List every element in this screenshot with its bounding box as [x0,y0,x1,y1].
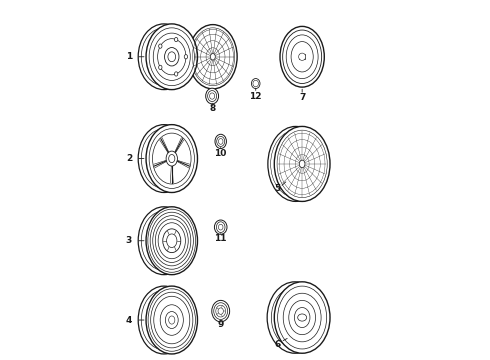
Ellipse shape [158,223,185,259]
Ellipse shape [267,282,323,353]
Ellipse shape [148,209,196,272]
Ellipse shape [138,286,190,354]
Ellipse shape [210,54,215,60]
Ellipse shape [210,93,215,99]
Ellipse shape [169,316,175,324]
Ellipse shape [271,287,318,348]
Ellipse shape [167,234,177,248]
Bar [299,54,305,59]
Ellipse shape [270,130,321,198]
Ellipse shape [283,293,321,342]
Ellipse shape [215,134,226,149]
Ellipse shape [160,305,183,335]
Ellipse shape [159,65,162,69]
Ellipse shape [251,78,260,89]
Text: 10: 10 [215,149,227,158]
Ellipse shape [298,53,306,60]
Ellipse shape [154,296,190,344]
Ellipse shape [141,28,187,86]
Text: 6: 6 [274,340,280,349]
Ellipse shape [149,28,195,86]
Ellipse shape [219,139,223,144]
Ellipse shape [283,30,321,84]
Ellipse shape [165,48,179,66]
Ellipse shape [155,219,188,262]
Ellipse shape [174,72,178,76]
Text: 12: 12 [249,91,262,100]
Ellipse shape [146,24,197,90]
Ellipse shape [146,286,197,354]
Text: 9: 9 [218,320,224,329]
Ellipse shape [191,28,235,86]
Ellipse shape [294,307,310,328]
Ellipse shape [153,33,190,80]
Ellipse shape [146,207,197,275]
Ellipse shape [169,154,175,163]
Ellipse shape [277,130,327,198]
Ellipse shape [189,24,237,89]
Ellipse shape [149,129,195,188]
Ellipse shape [298,314,307,321]
Ellipse shape [208,91,217,102]
Text: 3: 3 [126,236,132,245]
Ellipse shape [215,220,227,234]
Ellipse shape [141,211,187,271]
Ellipse shape [216,305,225,317]
Text: 8: 8 [209,104,215,113]
Ellipse shape [212,300,230,322]
Ellipse shape [289,300,316,335]
Ellipse shape [152,133,191,184]
Ellipse shape [151,292,193,348]
Ellipse shape [163,229,181,253]
Ellipse shape [165,311,178,329]
Ellipse shape [141,290,187,350]
Ellipse shape [166,151,177,166]
Ellipse shape [219,224,223,230]
Ellipse shape [286,35,318,78]
Ellipse shape [268,126,323,202]
Ellipse shape [138,125,190,193]
Ellipse shape [146,125,197,193]
Ellipse shape [174,37,178,42]
Text: 1: 1 [126,52,132,61]
Ellipse shape [150,212,194,269]
Ellipse shape [218,308,223,314]
Ellipse shape [291,41,313,72]
Text: 2: 2 [126,154,132,163]
Ellipse shape [274,282,330,353]
Text: 11: 11 [215,234,227,243]
Ellipse shape [168,52,175,62]
Ellipse shape [138,24,190,90]
Ellipse shape [299,160,305,168]
Text: 4: 4 [126,315,132,324]
Ellipse shape [158,39,186,75]
Ellipse shape [278,286,327,349]
Ellipse shape [138,207,190,275]
Ellipse shape [217,136,225,147]
Ellipse shape [159,44,162,48]
Ellipse shape [148,289,196,351]
Ellipse shape [141,129,187,188]
Ellipse shape [153,216,191,266]
Ellipse shape [184,55,188,59]
Ellipse shape [206,88,219,104]
Ellipse shape [217,222,225,233]
Text: 7: 7 [299,93,305,102]
Ellipse shape [280,26,324,87]
Ellipse shape [253,80,259,87]
Ellipse shape [274,126,330,202]
Text: 5: 5 [274,184,280,193]
Ellipse shape [214,303,228,319]
